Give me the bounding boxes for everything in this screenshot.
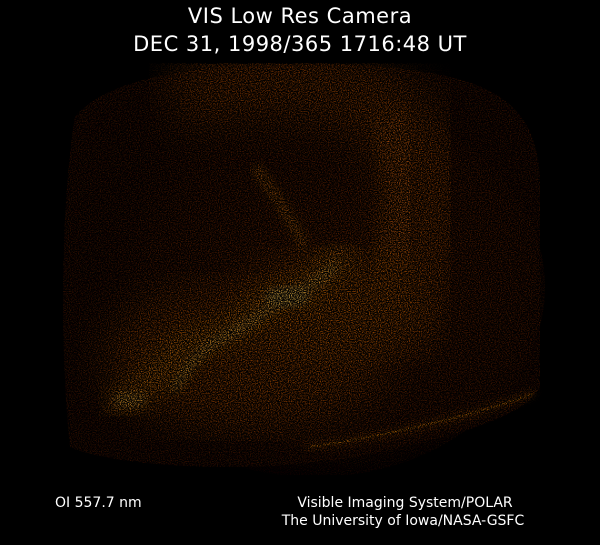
image-timestamp: DEC 31, 1998/365 1716:48 UT (133, 32, 467, 56)
filter-wavelength-label: OI 557.7 nm (55, 495, 142, 511)
aurora-glow (63, 57, 545, 475)
institution-credit: The University of Iowa/NASA-GSFC (281, 513, 525, 529)
image-title: VIS Low Res Camera (187, 4, 413, 28)
aurora-image (63, 57, 545, 475)
instrument-credit: Visible Imaging System/POLAR (297, 495, 513, 511)
